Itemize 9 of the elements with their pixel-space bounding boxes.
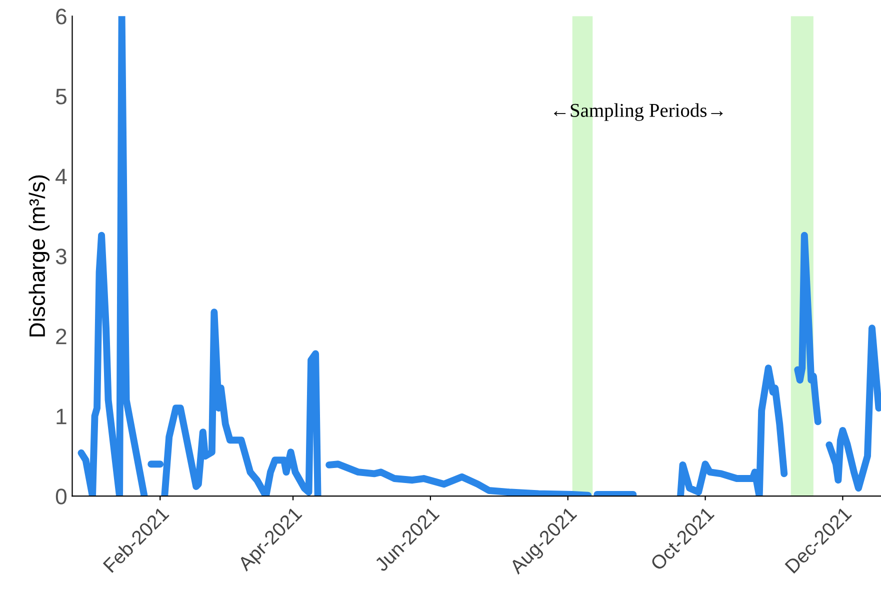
y-tick-label: 3 bbox=[56, 248, 66, 264]
y-tick-label: 5 bbox=[56, 88, 66, 104]
y-tick-label: 4 bbox=[56, 168, 67, 184]
y-axis-title: Discharge (m³/s) bbox=[28, 175, 50, 336]
y-tick-label: 2 bbox=[56, 328, 66, 344]
annotation: ←Sampling Periods→ bbox=[554, 103, 723, 121]
y-tick-label: 6 bbox=[56, 8, 66, 24]
y-tick-label: 0 bbox=[56, 488, 67, 504]
y-tick-label: 1 bbox=[56, 408, 66, 424]
